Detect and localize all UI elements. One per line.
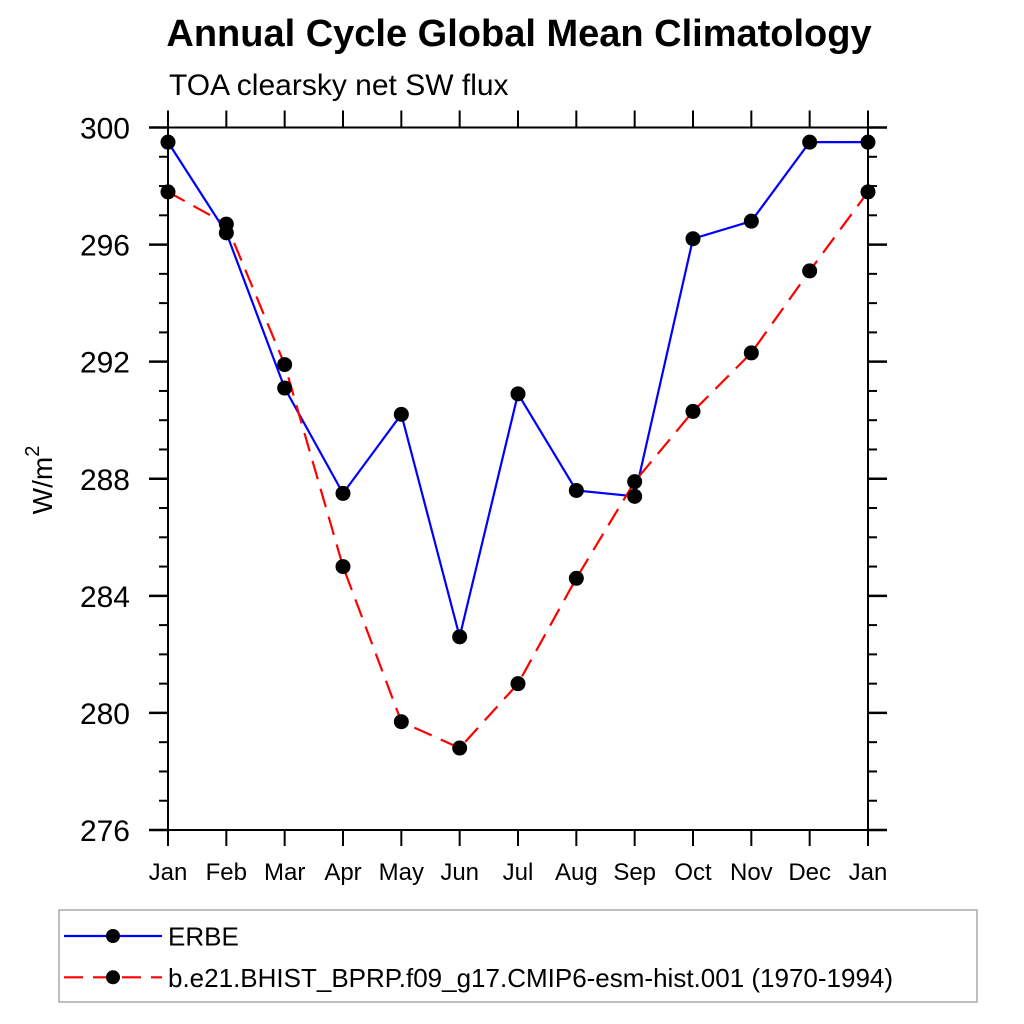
erbe-point — [802, 134, 818, 150]
model-point — [335, 559, 351, 575]
x-tick-label: Feb — [206, 859, 247, 886]
data-series — [160, 134, 876, 756]
erbe-point — [510, 386, 526, 402]
y-axis-label: W/m2 — [22, 446, 58, 515]
model-point — [860, 184, 876, 200]
model-point — [452, 740, 468, 756]
y-tick-label: 284 — [80, 581, 130, 614]
erbe-point — [627, 488, 643, 504]
chart-subtitle: TOA clearsky net SW flux — [169, 69, 509, 102]
x-tick-label: Jan — [849, 859, 888, 886]
chart-title: Annual Cycle Global Mean Climatology — [166, 13, 871, 55]
model-point — [160, 184, 176, 200]
x-tick-label: Jun — [440, 859, 479, 886]
legend-marker-model — [106, 970, 120, 985]
erbe-point — [860, 134, 876, 150]
model-line — [167, 190, 869, 750]
y-tick-label: 300 — [80, 113, 130, 146]
model-point — [568, 570, 584, 586]
model-point — [277, 357, 293, 373]
model-point — [218, 216, 234, 232]
model-point — [802, 263, 818, 279]
legend-marker-erbe — [106, 929, 120, 943]
legend-label-model: b.e21.BHIST_BPRP.f09_g17.CMIP6-esm-hist.… — [168, 963, 893, 993]
erbe-point — [335, 485, 351, 501]
legend: ERBE b.e21.BHIST_BPRP.f09_g17.CMIP6-esm-h… — [58, 909, 978, 1003]
y-tick-label: 288 — [80, 464, 130, 497]
x-tick-label: Jan — [149, 859, 188, 886]
x-tick-label: Sep — [613, 859, 656, 886]
y-tick-label: 296 — [80, 230, 130, 263]
axis-ticks: 276 280 284 288 292 296 300 Jan Feb Mar Apr May Jun J… — [80, 110, 888, 886]
y-tick-label: 280 — [80, 698, 130, 731]
y-axis-label-base: W/m — [27, 457, 58, 515]
axis-box — [167, 126, 869, 831]
y-tick-label: 276 — [80, 815, 130, 848]
model-point — [510, 676, 526, 692]
plot-frame — [167, 126, 869, 831]
erbe-point — [160, 134, 176, 150]
x-tick-label: Apr — [324, 859, 361, 886]
x-tick-label: Dec — [788, 859, 831, 886]
model-point — [393, 714, 409, 730]
x-tick-label: Oct — [674, 859, 712, 886]
y-axis-label-exponent: 2 — [22, 446, 44, 457]
erbe-point — [277, 380, 293, 396]
model-point — [627, 474, 643, 490]
x-tick-label: May — [379, 859, 424, 886]
erbe-point — [743, 213, 759, 229]
y-tick-label: 292 — [80, 347, 130, 380]
erbe-point — [393, 406, 409, 422]
model-point — [685, 403, 701, 419]
legend-label-erbe: ERBE — [168, 922, 239, 952]
erbe-point — [568, 482, 584, 498]
x-tick-label: Jul — [503, 859, 534, 886]
erbe-point — [685, 231, 701, 247]
x-tick-label: Mar — [264, 859, 305, 886]
erbe-point — [452, 629, 468, 645]
legend-box — [58, 909, 978, 1003]
x-tick-label: Aug — [555, 859, 598, 886]
x-tick-label: Nov — [730, 859, 773, 886]
model-point — [743, 345, 759, 361]
